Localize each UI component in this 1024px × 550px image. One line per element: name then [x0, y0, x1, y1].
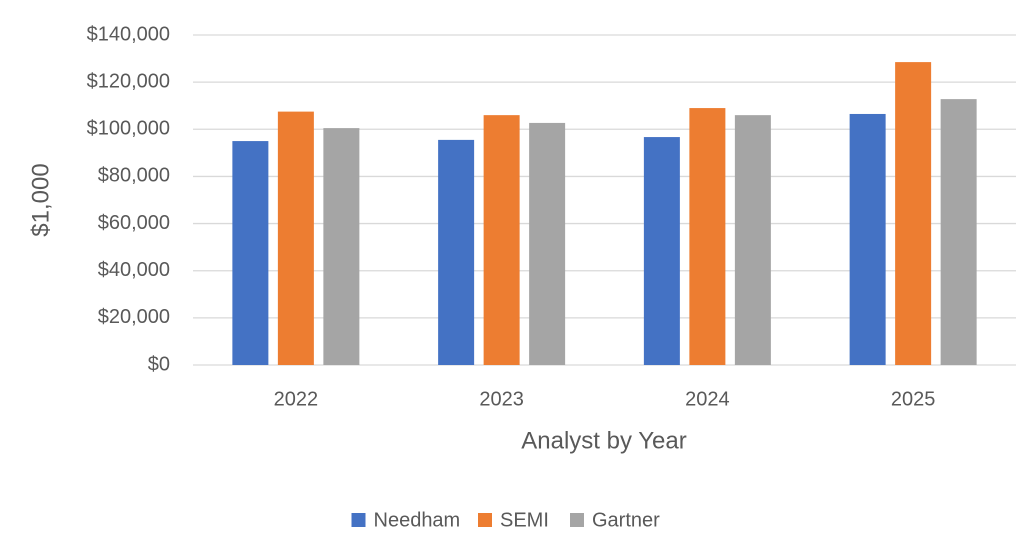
x-axis-label: Analyst by Year [521, 427, 686, 454]
y-tick-label: $100,000 [87, 118, 170, 140]
bar [483, 115, 520, 366]
y-tick-label: $0 [148, 353, 170, 375]
legend-label: Gartner [592, 509, 660, 531]
bar [232, 141, 269, 365]
legend-label: SEMI [500, 509, 549, 531]
y-tick-label: $80,000 [98, 165, 170, 187]
bar [734, 115, 771, 366]
legend-swatch [478, 513, 492, 527]
bar [895, 62, 932, 365]
legend-swatch [351, 513, 366, 527]
x-tick-label: 2024 [685, 388, 730, 410]
bar [849, 113, 886, 365]
y-tick-label: $60,000 [98, 212, 170, 234]
bar [323, 128, 360, 365]
legend-label: Needham [374, 509, 461, 531]
bar [940, 99, 977, 365]
bar [643, 137, 680, 365]
bar [529, 122, 566, 366]
bar [438, 139, 475, 365]
y-tick-label: $140,000 [87, 23, 170, 45]
y-tick-label: $20,000 [98, 306, 170, 328]
legend-swatch [570, 513, 584, 527]
x-tick-label: 2023 [479, 388, 524, 410]
bar [689, 108, 726, 366]
bar [277, 111, 314, 365]
y-axis-label: $1,000 [27, 163, 54, 236]
y-tick-label: $120,000 [87, 70, 170, 92]
y-tick-label: $40,000 [98, 259, 170, 281]
x-tick-label: 2025 [891, 388, 936, 410]
x-tick-label: 2022 [274, 388, 319, 410]
